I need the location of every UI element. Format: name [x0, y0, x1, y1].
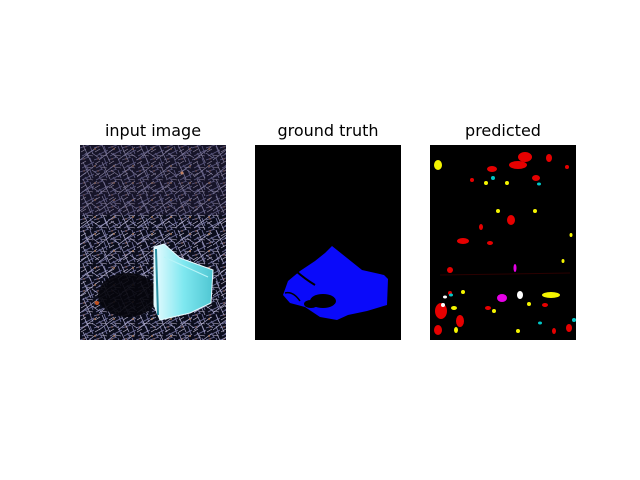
input-image-title: input image	[104, 121, 202, 140]
input-image-panel	[80, 145, 226, 340]
ground-truth-title: ground truth	[277, 121, 379, 140]
ground-truth-mask	[255, 145, 401, 340]
predicted-mask	[430, 145, 576, 340]
predicted-panel	[430, 145, 576, 340]
ground-truth-panel	[255, 145, 401, 340]
predicted-title: predicted	[465, 121, 541, 140]
input-image	[80, 145, 226, 340]
